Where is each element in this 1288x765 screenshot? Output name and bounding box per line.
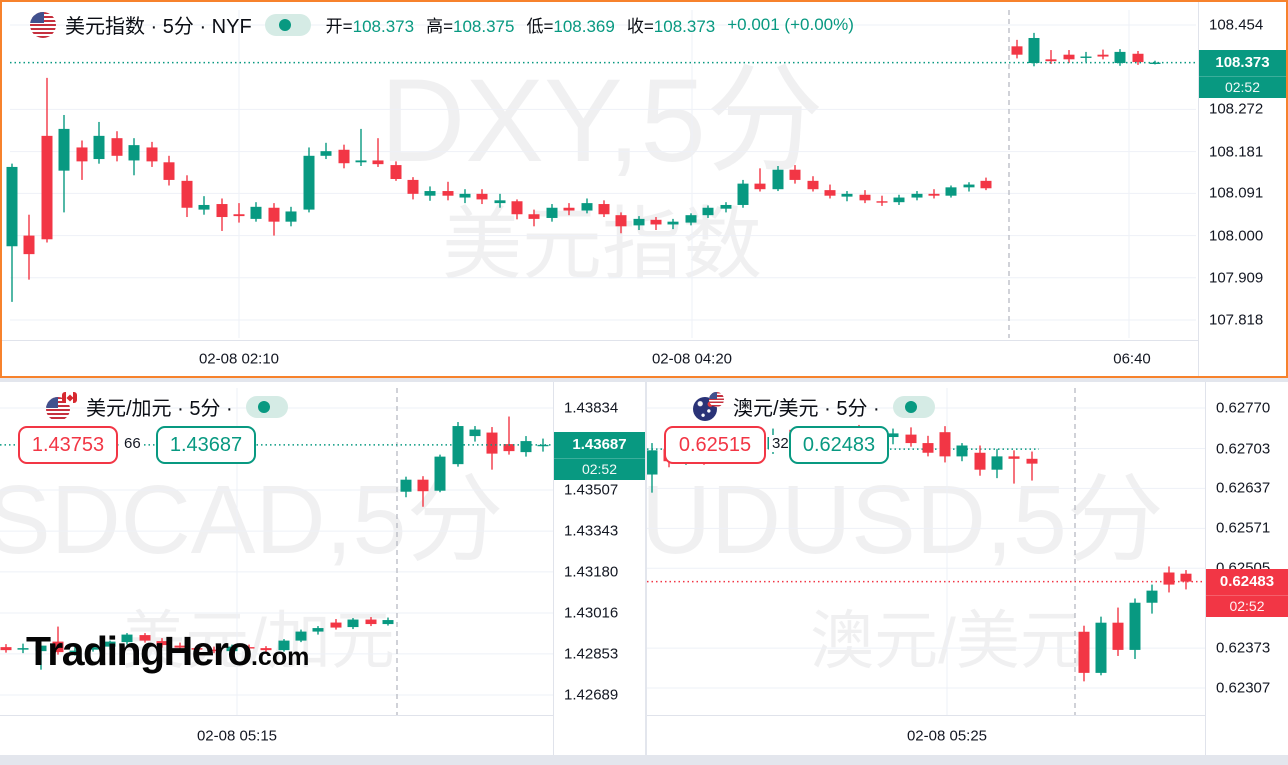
price-axis-label: 0.62373 (1216, 639, 1271, 657)
price-axis-label: 1.43507 (564, 481, 619, 499)
visibility-toggle-icon[interactable] (245, 395, 288, 418)
price-axis[interactable]: 1.43687 02:52 1.43834 1.43507 1.43343 1.431… (553, 382, 645, 755)
price-axis-label: 0.62307 (1216, 679, 1271, 697)
time-axis-label: 02-08 05:15 (196, 727, 278, 744)
price-axis[interactable]: 0.62483 02:52 0.62770 0.62703 0.62637 0.625… (1205, 382, 1288, 755)
price-axis-label: 108.272 (1209, 100, 1264, 118)
symbol-title[interactable]: 美元/加元 · 5分 · (86, 398, 233, 420)
us-flag-icon (30, 11, 56, 38)
visibility-toggle-icon[interactable] (264, 13, 311, 36)
spread-value: 66 (121, 435, 144, 452)
chart-panel-usdcad[interactable]: SDCAD,5分 美元/加元 美元/加元 · 5分 · 1.43753 66 1… (0, 382, 645, 755)
price-axis-label: 108.000 (1209, 227, 1264, 245)
price-axis-label: 0.62703 (1216, 440, 1271, 458)
current-price-label: 108.373 02:52 (1199, 49, 1286, 98)
bid-button[interactable]: 0.62515 (664, 426, 766, 464)
bid-button[interactable]: 1.43753 (18, 426, 118, 464)
price-axis-label: 107.818 (1209, 311, 1264, 329)
price-axis-label: 1.42853 (564, 645, 619, 663)
time-axis-label: 06:40 (1113, 350, 1151, 367)
bar-countdown: 02:52 (554, 457, 645, 480)
price-axis-label: 1.43180 (564, 563, 619, 581)
time-axis[interactable]: 02-08 02:10 02-08 04:20 06:40 (2, 340, 1286, 376)
visibility-toggle-icon[interactable] (892, 395, 935, 418)
current-price-label: 1.43687 02:52 (554, 431, 645, 480)
ask-button[interactable]: 0.62483 (789, 426, 889, 464)
chart-header-usdcad: 美元/加元 · 5分 · (46, 392, 288, 421)
price-axis-label: 1.43016 (564, 604, 619, 622)
price-axis[interactable]: 108.373 02:52 108.454 108.272 108.181 108.0… (1198, 2, 1286, 376)
candlestick-plot-usdcad[interactable] (0, 382, 553, 755)
time-axis-label: 02-08 02:10 (198, 350, 280, 367)
change-readout: +0.001 (+0.00%) (727, 14, 854, 34)
us-flag-icon (709, 392, 724, 407)
price-axis-label: 0.62770 (1216, 399, 1271, 417)
symbol-title[interactable]: 美元指数 · 5分 · NYF (65, 16, 252, 38)
price-axis-label: 0.62637 (1216, 479, 1271, 497)
symbol-title[interactable]: 澳元/美元 · 5分 · (733, 398, 880, 420)
spread-value: 32 (769, 435, 792, 452)
canada-flag-icon (62, 392, 77, 403)
chart-header-audusd: 澳元/美元 · 5分 · (693, 392, 935, 421)
time-axis[interactable]: 02-08 05:15 (0, 715, 645, 755)
chart-panel-dxy[interactable]: DXY,5分 美元指数 美元指数 · 5分 · NYF 开108.373 高10… (0, 0, 1288, 378)
price-axis-label: 107.909 (1209, 269, 1264, 287)
price-axis-label: 0.62571 (1216, 519, 1271, 537)
usd-cad-flag-icon (46, 392, 77, 421)
time-axis-label: 02-08 04:20 (651, 350, 733, 367)
price-axis-label: 108.091 (1209, 184, 1264, 202)
ask-button[interactable]: 1.43687 (156, 426, 256, 464)
bar-countdown: 02:52 (1206, 594, 1288, 617)
aud-usd-flag-icon (693, 392, 724, 421)
tradinghero-logo: TradingHero.com (26, 628, 310, 674)
price-axis-label: 1.42689 (564, 686, 619, 704)
time-axis[interactable]: 02-08 05:25 (647, 715, 1288, 755)
price-axis-label: 108.181 (1209, 143, 1264, 161)
price-axis-label: 108.454 (1209, 16, 1264, 34)
price-axis-label: 1.43834 (564, 399, 619, 417)
chart-panel-audusd[interactable]: UDUSD,5分 澳元/美元 澳元/美元 · 5分 · 0.62515 32 0… (647, 382, 1288, 755)
current-price-label: 0.62483 02:52 (1206, 568, 1288, 617)
chart-header-dxy: 美元指数 · 5分 · NYF 开108.373 高108.375 低108.3… (30, 10, 854, 39)
candlestick-plot-dxy[interactable] (2, 2, 1198, 376)
ohlc-readout: 开108.373 高108.375 低108.369 收108.373 +0.0… (326, 12, 854, 37)
price-axis-label: 1.43343 (564, 522, 619, 540)
time-axis-label: 02-08 05:25 (906, 727, 988, 744)
bar-countdown: 02:52 (1199, 75, 1286, 98)
